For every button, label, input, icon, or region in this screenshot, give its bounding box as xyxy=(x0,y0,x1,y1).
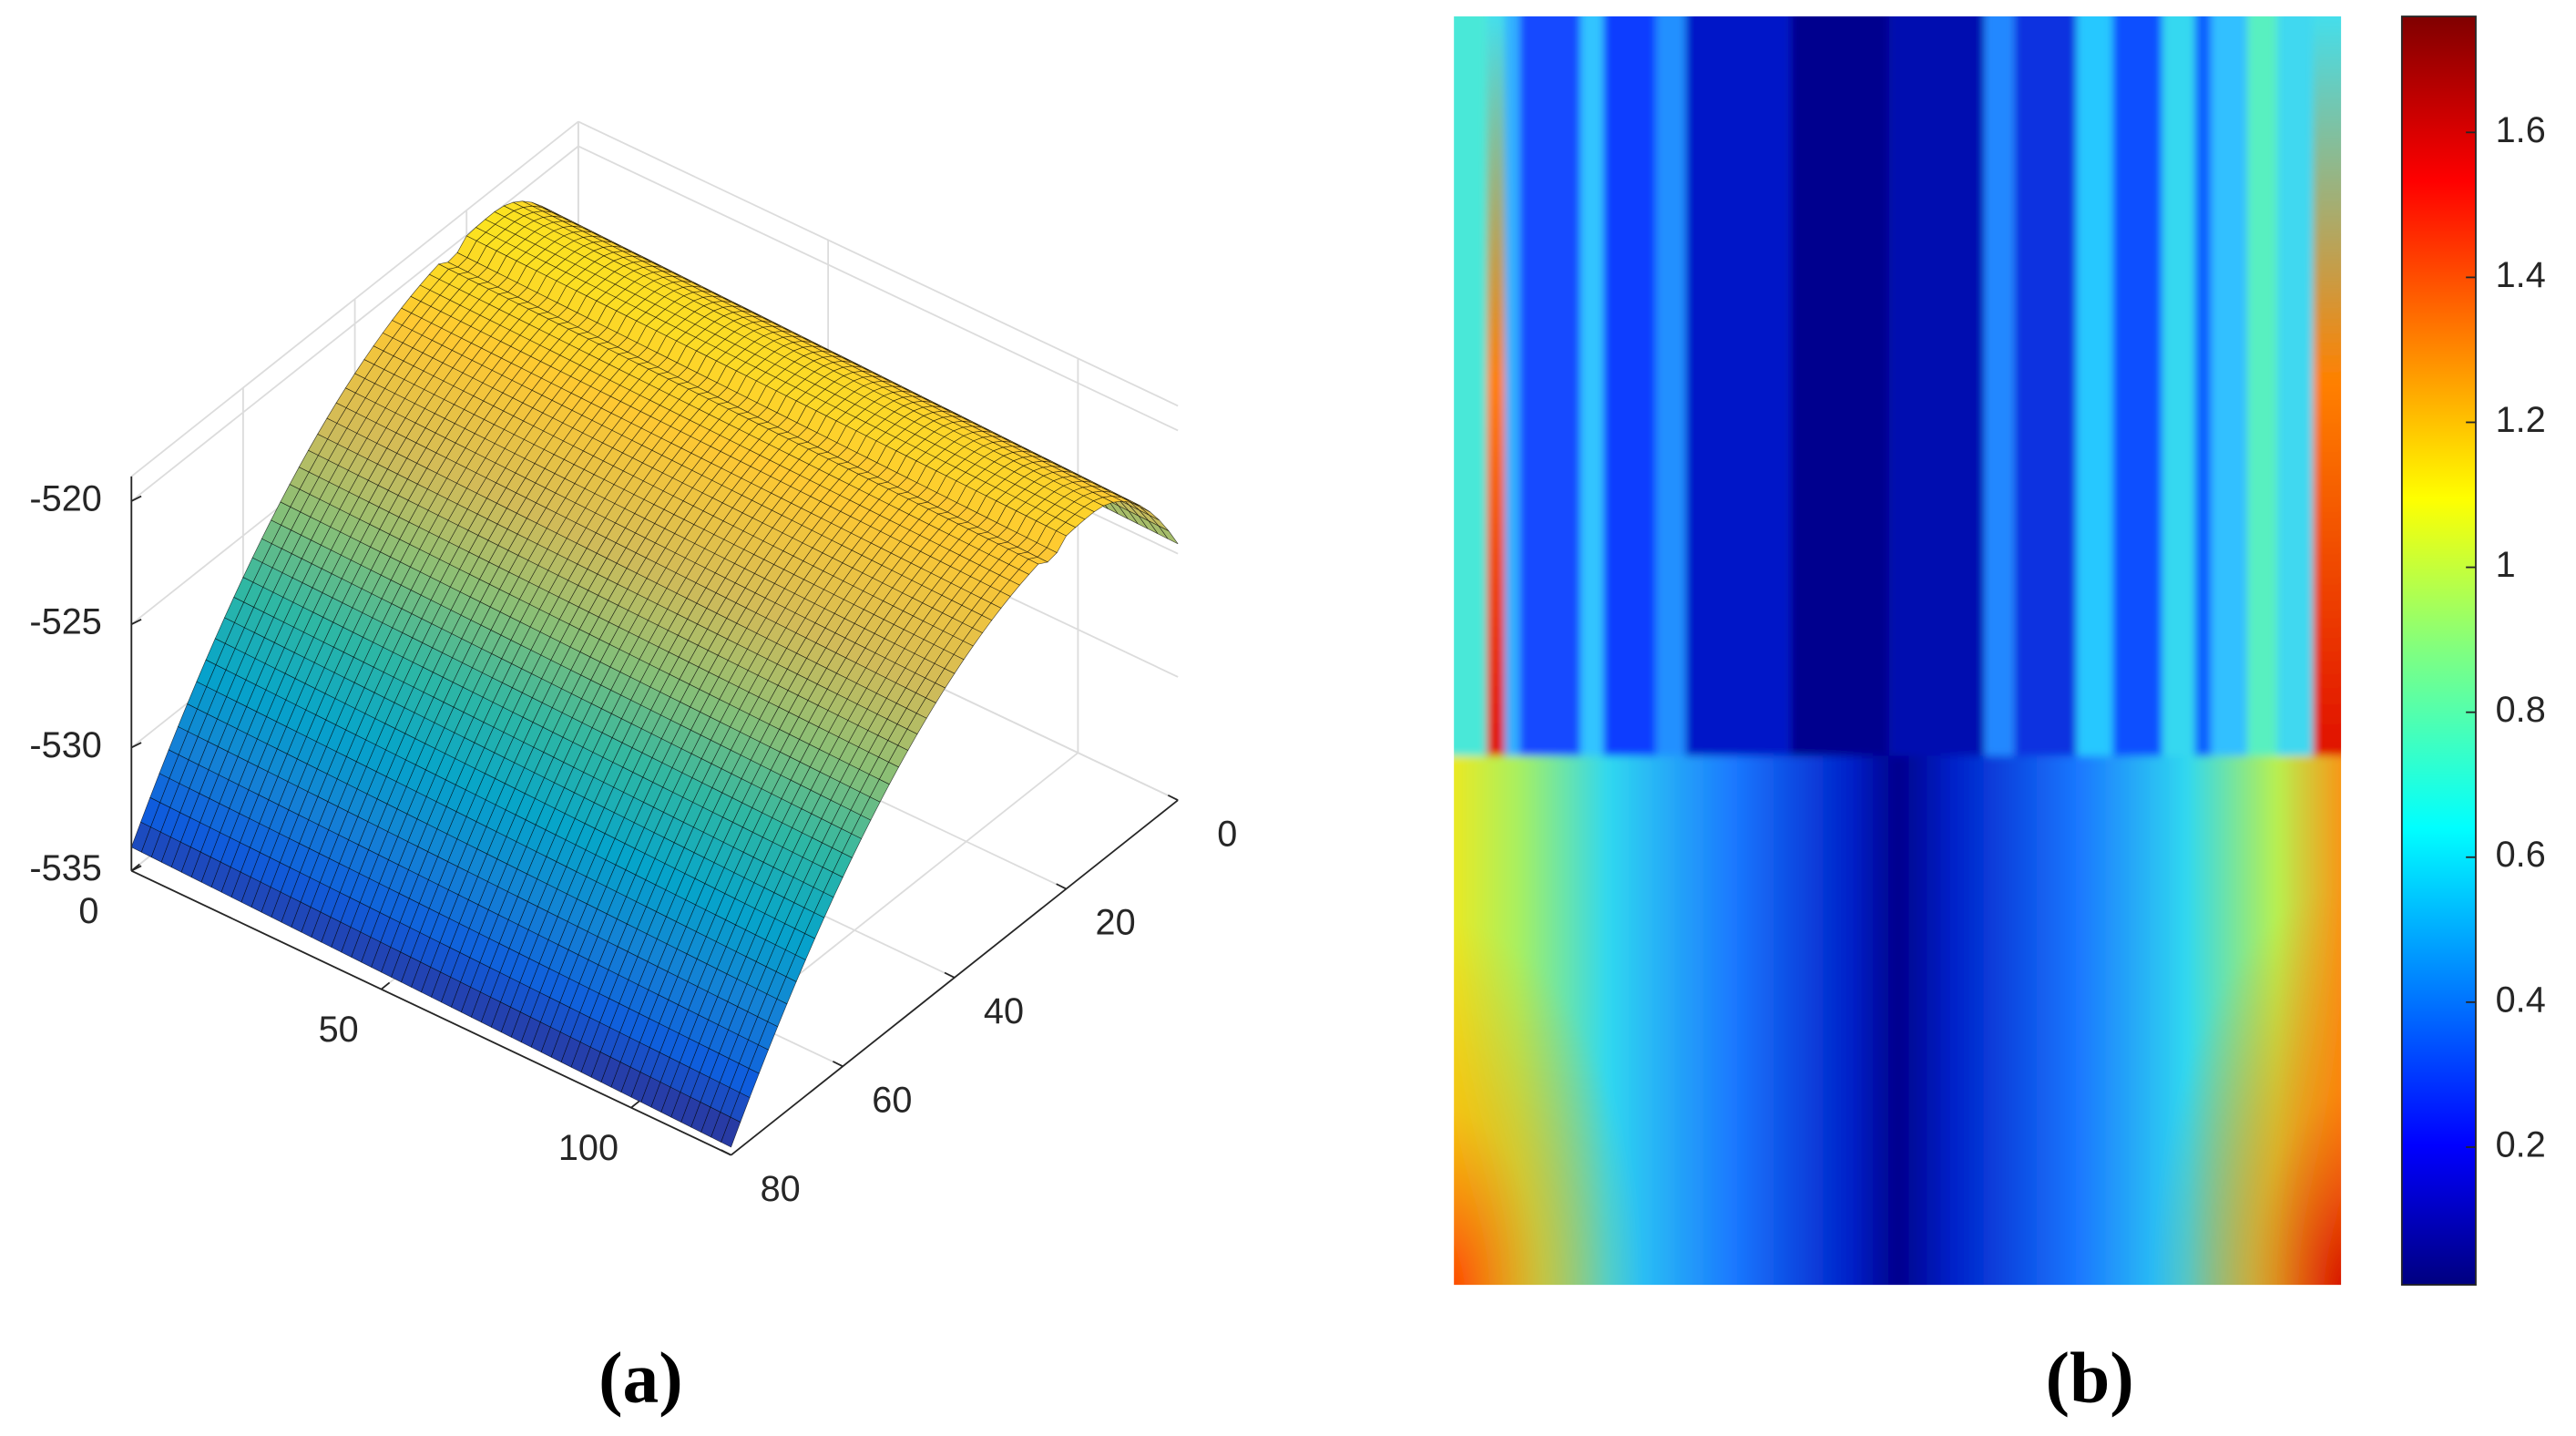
panel-label: (a) xyxy=(598,1338,683,1418)
y-tick-label: 40 xyxy=(984,991,1024,1031)
heatmap-region xyxy=(1454,919,1643,1286)
y-tick xyxy=(833,1061,843,1068)
x-tick xyxy=(630,1100,640,1109)
heatmap-stripe xyxy=(1505,16,1520,756)
heatmap-stripe xyxy=(2247,16,2277,756)
colorbar xyxy=(2400,15,2477,1287)
heatmap-stripe xyxy=(1984,16,2015,756)
heatmap-stripe xyxy=(2194,16,2212,756)
colorbar-tick-label: 0.6 xyxy=(2496,835,2546,875)
heatmap-image xyxy=(1454,16,2342,1286)
z-tick xyxy=(130,742,142,749)
heatmap-layer xyxy=(1454,16,2342,1286)
y-tick-label: 60 xyxy=(872,1080,912,1120)
colorbar-tick-label: 0.8 xyxy=(2496,690,2546,730)
y-tick xyxy=(1167,794,1179,801)
x-tick xyxy=(381,981,391,990)
z-tick xyxy=(130,619,142,626)
heatmap-stripe xyxy=(1790,16,1890,756)
colorbar-tick-label: 1.6 xyxy=(2496,110,2546,150)
z-tick xyxy=(130,495,142,502)
z-tick-label: -530 xyxy=(29,725,101,765)
heatmap-stripe xyxy=(1519,16,1581,756)
x-tick xyxy=(130,863,140,872)
heatmap-stripe xyxy=(1656,16,1686,756)
colorbar-tick-label: 1.2 xyxy=(2496,400,2546,440)
z-tick-label: -535 xyxy=(29,848,101,888)
y-tick-label: 20 xyxy=(1096,903,1136,943)
colorbar-tick-label: 0.4 xyxy=(2496,980,2546,1020)
heatmap-stripe xyxy=(2276,16,2314,756)
y-tick xyxy=(944,971,956,979)
colorbar-tick-label: 1.4 xyxy=(2496,255,2546,295)
grid-line xyxy=(130,120,579,477)
grid-line xyxy=(578,120,1179,407)
panel-label: (b) xyxy=(2046,1338,2134,1418)
heatmap-stripe xyxy=(1889,16,1985,756)
heatmap-region xyxy=(2152,887,2342,1286)
y-tick xyxy=(1056,883,1067,890)
heatmap-stripe xyxy=(2112,16,2162,756)
surface-panel: -535 -530 -525 -520 0 50 100 0 20 40 60 80 xyxy=(29,120,1237,1209)
heatmap-stripe xyxy=(1580,16,1604,756)
x-tick-label: 50 xyxy=(319,1010,359,1050)
colorbar-tick-label: 1 xyxy=(2496,545,2516,585)
heatmap-stripe xyxy=(2076,16,2113,756)
heatmap-stripe xyxy=(1685,16,1791,756)
heatmap-stripe xyxy=(1454,16,1487,756)
x-tick-label: 100 xyxy=(558,1128,618,1168)
y-tick xyxy=(721,1149,731,1156)
heatmap-stripe xyxy=(2313,16,2342,756)
colorbar-tick-label: 0.2 xyxy=(2496,1124,2546,1164)
x-tick-label: 0 xyxy=(78,891,98,931)
heatmap-stripe xyxy=(2211,16,2248,756)
heatmap-stripe xyxy=(2014,16,2077,756)
heatmap-stripe xyxy=(2162,16,2195,756)
z-tick-label: -525 xyxy=(29,602,101,642)
z-tick-label: -520 xyxy=(29,478,101,518)
heatmap-stripe xyxy=(1487,16,1506,756)
heatmap-panel: 0.2 0.4 0.6 0.8 1 1.2 1.4 1.6 xyxy=(1454,15,2546,1287)
surface-patch xyxy=(721,1116,741,1148)
y-tick-label: 80 xyxy=(761,1169,801,1209)
y-tick-label: 0 xyxy=(1217,814,1237,854)
heatmap-stripe xyxy=(1603,16,1656,756)
